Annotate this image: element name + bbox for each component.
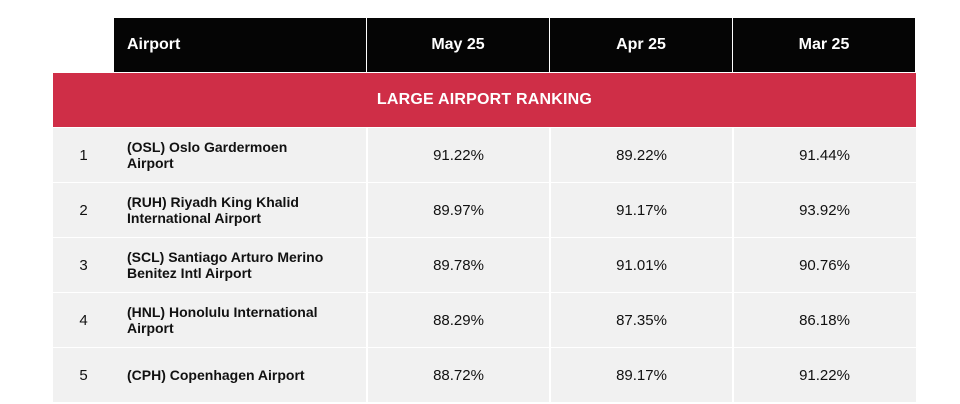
- airport-ranking-table: Airport May 25 Apr 25 Mar 25 LARGE AIRPO…: [53, 18, 916, 402]
- airport-cell: (RUH) Riyadh King Khalid International A…: [127, 194, 299, 226]
- may-cell: 89.78%: [366, 238, 549, 292]
- rank-cell: 5: [79, 366, 88, 384]
- header-airport: Airport: [114, 18, 366, 72]
- table-row: 5 (CPH) Copenhagen Airport 88.72% 89.17%…: [53, 348, 916, 402]
- airport-cell: (HNL) Honolulu International Airport: [127, 304, 318, 336]
- may-cell: 89.97%: [366, 183, 549, 237]
- apr-cell: 91.01%: [549, 238, 732, 292]
- table-header-row: Airport May 25 Apr 25 Mar 25: [53, 18, 916, 72]
- rank-cell: 1: [79, 146, 88, 164]
- mar-cell: 93.92%: [732, 183, 915, 237]
- mar-cell: 91.44%: [732, 128, 915, 182]
- rank-cell: 2: [79, 201, 88, 219]
- apr-cell: 91.17%: [549, 183, 732, 237]
- section-banner: LARGE AIRPORT RANKING: [53, 73, 916, 127]
- apr-cell: 89.22%: [549, 128, 732, 182]
- header-mar-25: Mar 25: [732, 18, 915, 72]
- may-cell: 88.72%: [366, 348, 549, 402]
- header-may-25: May 25: [366, 18, 549, 72]
- header-apr-25: Apr 25: [549, 18, 732, 72]
- apr-cell: 89.17%: [549, 348, 732, 402]
- table-row: 1 (OSL) Oslo Gardermoen Airport 91.22% 8…: [53, 128, 916, 182]
- airport-cell: (OSL) Oslo Gardermoen Airport: [127, 139, 288, 171]
- rank-cell: 3: [79, 256, 88, 274]
- table-row: 4 (HNL) Honolulu International Airport 8…: [53, 293, 916, 347]
- mar-cell: 91.22%: [732, 348, 915, 402]
- may-cell: 91.22%: [366, 128, 549, 182]
- may-cell: 88.29%: [366, 293, 549, 347]
- mar-cell: 86.18%: [732, 293, 915, 347]
- airport-cell: (CPH) Copenhagen Airport: [127, 367, 305, 383]
- rank-cell: 4: [79, 311, 88, 329]
- header-rank-blank: [53, 18, 114, 72]
- apr-cell: 87.35%: [549, 293, 732, 347]
- mar-cell: 90.76%: [732, 238, 915, 292]
- table-row: 2 (RUH) Riyadh King Khalid International…: [53, 183, 916, 237]
- airport-cell: (SCL) Santiago Arturo Merino Benitez Int…: [127, 249, 324, 281]
- table-row: 3 (SCL) Santiago Arturo Merino Benitez I…: [53, 238, 916, 292]
